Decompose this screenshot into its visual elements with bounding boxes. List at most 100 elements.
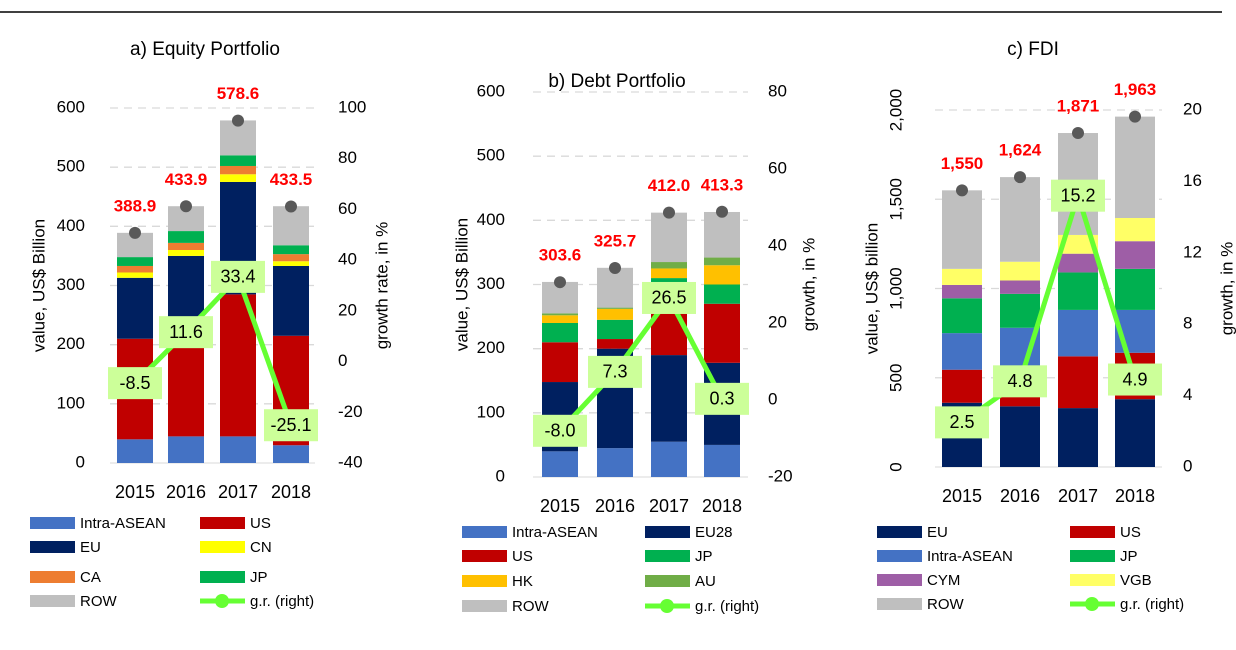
legend-swatch (877, 550, 922, 562)
y-tick-label: 500 (886, 364, 905, 392)
legend-label: g.r. (right) (1120, 596, 1184, 613)
growth-label: 26.5 (651, 288, 686, 308)
bar-segment (117, 439, 153, 463)
y-tick-label: 300 (57, 275, 85, 294)
growth-label: -25.1 (270, 415, 311, 435)
bar-segment (273, 261, 309, 266)
bar-segment (942, 369, 982, 403)
label-box (108, 367, 162, 400)
total-label: 388.9 (114, 196, 157, 215)
bar-segment (1058, 309, 1098, 357)
total-label: 303.6 (539, 246, 582, 265)
total-label: 433.9 (165, 170, 208, 189)
bar-segment (651, 355, 687, 442)
x-tick-label: 2016 (166, 482, 206, 502)
y-tick-label: 600 (477, 81, 505, 100)
legend-label: VGB (1120, 572, 1152, 589)
total-label: 1,963 (1114, 80, 1157, 99)
total-marker (1129, 110, 1141, 123)
bar-segment (704, 211, 740, 258)
y2-tick-label: 100 (338, 97, 366, 116)
growth-label: -8.5 (119, 373, 150, 393)
bar-segment (1000, 280, 1040, 294)
growth-label: 7.3 (602, 362, 627, 382)
legend-swatch (645, 575, 690, 587)
legend-swatch (30, 571, 75, 583)
x-tick-label: 2017 (1058, 486, 1098, 506)
y2-tick-label: 60 (768, 158, 787, 177)
legend-swatch (200, 541, 245, 553)
total-label: 1,550 (941, 154, 984, 173)
legend-label: JP (1120, 548, 1138, 565)
y2-tick-label: 0 (768, 389, 777, 408)
y-tick-label: 200 (477, 338, 505, 357)
y-tick-label: 0 (886, 462, 905, 471)
y2-tick-label: -20 (338, 402, 363, 421)
bar-segment (273, 206, 309, 246)
growth-line (133, 272, 294, 427)
growth-label: 4.9 (1122, 369, 1147, 389)
bar-segment (168, 436, 204, 463)
bar-segment (542, 451, 578, 477)
bar-segment (220, 165, 256, 175)
bar-segment (220, 294, 256, 437)
legend-label: ROW (512, 598, 550, 615)
y2-tick-label: -40 (338, 452, 363, 471)
bar-segment (273, 245, 309, 255)
x-tick-label: 2018 (702, 496, 742, 516)
y-tick-label: 0 (76, 452, 85, 471)
bar-segment (273, 445, 309, 463)
legend-swatch (877, 598, 922, 610)
legend-marker (215, 594, 229, 608)
y2-tick-label: 20 (768, 312, 787, 331)
bar-segment (1115, 217, 1155, 242)
label-box (211, 260, 265, 293)
legend-swatch (645, 550, 690, 562)
bar-segment (117, 265, 153, 273)
bar-segment (1000, 261, 1040, 281)
chart-title: a) Equity Portfolio (130, 39, 280, 60)
legend-label: CA (80, 569, 101, 586)
x-tick-label: 2018 (271, 482, 311, 502)
bar-segment (704, 303, 740, 363)
bar-segment (220, 174, 256, 182)
total-label: 413.3 (701, 175, 744, 194)
legend-swatch (1070, 526, 1115, 538)
x-tick-label: 2017 (649, 496, 689, 516)
growth-line (960, 187, 1138, 425)
total-marker (956, 184, 968, 197)
bar-segment (1115, 116, 1155, 218)
legend-swatch (462, 526, 507, 538)
total-label: 412.0 (648, 176, 691, 195)
bar-segment (651, 441, 687, 477)
label-box (533, 414, 587, 447)
legend-label: Intra-ASEAN (512, 524, 598, 541)
legend-label: g.r. (right) (695, 598, 759, 615)
growth-label: 11.6 (169, 322, 203, 342)
bar-segment (1058, 408, 1098, 467)
legend-swatch (645, 526, 690, 538)
legend-swatch (200, 571, 245, 583)
bar-segment (1058, 234, 1098, 254)
y-tick-label: 200 (57, 334, 85, 353)
bar-segment (542, 313, 578, 316)
y2-tick-label: 20 (1183, 99, 1202, 118)
legend-label: g.r. (right) (250, 593, 314, 610)
bar-segment (704, 257, 740, 266)
x-tick-label: 2015 (115, 482, 155, 502)
y-tick-label: 1,000 (886, 267, 905, 310)
label-box (1108, 363, 1162, 396)
label-box (695, 382, 749, 415)
y2-tick-label: 4 (1183, 385, 1192, 404)
label-box (264, 409, 318, 442)
bar-segment (168, 242, 204, 250)
x-tick-label: 2018 (1115, 486, 1155, 506)
bar-segment (168, 231, 204, 243)
label-box (935, 406, 989, 439)
legend-swatch (30, 517, 75, 529)
legend-label: AU (695, 573, 716, 590)
legend-label: HK (512, 573, 533, 590)
y-tick-label: 400 (57, 216, 85, 235)
bar-segment (942, 190, 982, 269)
total-marker (609, 262, 621, 275)
